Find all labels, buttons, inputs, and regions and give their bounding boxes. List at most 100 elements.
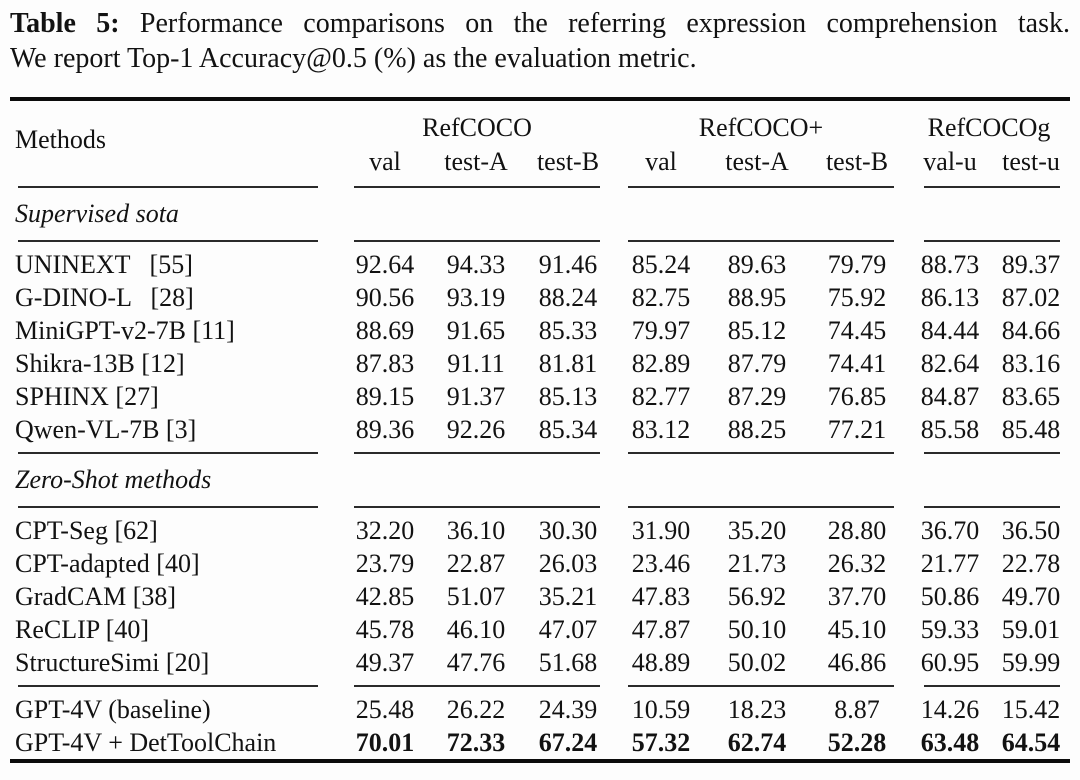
table-row: ReCLIP [40] 45.78 46.10 47.07 47.87 50.10 45.1…: [10, 613, 1070, 646]
metric-value: 87.83: [355, 348, 415, 378]
table-row: StructureSimi [20] 49.37 47.76 51.68 48.89 50…: [10, 646, 1070, 679]
metric-value: 85.34: [538, 414, 598, 444]
metric-value: 64.54: [1001, 727, 1061, 757]
metric-value: 59.33: [920, 614, 980, 644]
table-number-label: Table 5:: [10, 8, 120, 39]
metric-value: 70.01: [355, 727, 415, 757]
metric-value: 32.20: [355, 515, 415, 545]
metric-value: 72.33: [446, 727, 506, 757]
metric-value: 48.89: [631, 647, 691, 677]
metric-value: 28.80: [827, 515, 887, 545]
method-name: GPT-4V + DetToolChain: [15, 727, 277, 757]
partial-rule-row: [10, 679, 1070, 693]
rule-segment: [10, 180, 340, 194]
metric-value: 85.48: [1001, 414, 1061, 444]
metric-value: 59.99: [1001, 647, 1061, 677]
caption-text-line2: We report Top-1 Accuracy@0.5 (%) as the …: [10, 43, 697, 74]
metric-value: 62.74: [727, 727, 787, 757]
metric-value: 85.58: [920, 414, 980, 444]
metric-value: 14.26: [920, 694, 980, 724]
metric-value: 25.48: [355, 694, 415, 724]
rule-segment: [10, 234, 340, 248]
col-header-refcocop-testa: test-A: [725, 147, 789, 176]
metric-value: 88.73: [920, 249, 980, 279]
metric-value: 31.90: [631, 515, 691, 545]
metric-value: 24.39: [538, 694, 598, 724]
metric-value: 22.87: [446, 548, 506, 578]
col-header-refcocog-testu: test-u: [1002, 147, 1060, 176]
metric-value: 84.44: [920, 315, 980, 345]
rule-segment: [908, 500, 1070, 514]
col-header-refcoco-testb: test-B: [536, 147, 600, 176]
metric-value: 52.28: [827, 727, 887, 757]
partial-rule-row: [10, 234, 1070, 248]
metric-value: 45.78: [355, 614, 415, 644]
partial-rule-row: [10, 500, 1070, 514]
group-header-refcoco: RefCOCO: [422, 113, 532, 142]
metric-value: 47.07: [538, 614, 598, 644]
metric-value: 46.86: [827, 647, 887, 677]
table-body: Supervised sota UNINEXT [55] 92.64 94.33 91.…: [10, 180, 1070, 761]
metric-value: 93.19: [446, 282, 506, 312]
method-name: MiniGPT-v2-7B [11]: [15, 315, 235, 345]
caption-text-line1: Performance comparisons on the referring…: [139, 8, 1070, 39]
metric-value: 83.16: [1001, 348, 1061, 378]
metric-value: 42.85: [355, 581, 415, 611]
metric-value: 59.01: [1001, 614, 1061, 644]
metric-value: 89.15: [355, 381, 415, 411]
metric-value: 51.68: [538, 647, 598, 677]
metric-value: 82.89: [631, 348, 691, 378]
metric-value: 26.32: [827, 548, 887, 578]
metric-value: 50.02: [727, 647, 787, 677]
metric-value: 89.37: [1001, 249, 1061, 279]
rule-segment: [340, 679, 614, 693]
table-row: MiniGPT-v2-7B [11] 88.69 91.65 85.33 79.97 85…: [10, 314, 1070, 347]
method-name: ReCLIP [40]: [15, 614, 150, 644]
metric-value: 84.66: [1001, 315, 1061, 345]
metric-value: 10.59: [631, 694, 691, 724]
metric-value: 85.13: [538, 381, 598, 411]
rule-segment: [340, 446, 614, 460]
rule-segment: [340, 180, 614, 194]
metric-value: 83.65: [1001, 381, 1061, 411]
metric-value: 67.24: [538, 727, 598, 757]
table-caption: Table 5: Performance comparisons on the …: [10, 6, 1070, 76]
metric-value: 88.69: [355, 315, 415, 345]
group-header-refcoco-plus: RefCOCO+: [698, 113, 824, 142]
metric-value: 94.33: [446, 249, 506, 279]
metric-value: 47.83: [631, 581, 691, 611]
col-header-refcocop-testb: test-B: [825, 147, 889, 176]
metric-value: 26.22: [446, 694, 506, 724]
metric-value: 51.07: [446, 581, 506, 611]
metric-value: 84.87: [920, 381, 980, 411]
col-header-refcocog-valu: val-u: [923, 147, 977, 176]
metric-value: 83.12: [631, 414, 691, 444]
section-header-row: Supervised sota: [10, 194, 1070, 234]
metric-value: 91.11: [447, 348, 505, 378]
subcolumn-header-row: val test-A test-B val test-A test-B val-…: [10, 144, 1070, 180]
table-row: CPT-adapted [40] 23.79 22.87 26.03 23.46 21.7…: [10, 547, 1070, 580]
section-header-row: Zero-Shot methods: [10, 460, 1070, 500]
col-header-refcoco-testa: test-A: [444, 147, 508, 176]
metric-value: 36.10: [446, 515, 506, 545]
rule-segment: [614, 679, 908, 693]
rule-segment: [340, 234, 614, 248]
rule-segment: [10, 679, 340, 693]
metric-value: 35.21: [538, 581, 598, 611]
metric-value: 8.87: [834, 694, 880, 724]
table-row: UNINEXT [55] 92.64 94.33 91.46 85.24 89.63 79.…: [10, 248, 1070, 281]
table-row: G-DINO-L [28] 90.56 93.19 88.24 82.75 88.95 75…: [10, 281, 1070, 314]
col-header-refcocop-val: val: [645, 147, 677, 176]
rule-segment: [10, 500, 340, 514]
metric-value: 88.25: [727, 414, 787, 444]
rule-segment: [908, 446, 1070, 460]
table-row: Shikra-13B [12] 87.83 91.11 81.81 82.89 87.79…: [10, 347, 1070, 380]
method-name: StructureSimi [20]: [15, 647, 210, 677]
method-name: CPT-adapted [40]: [15, 548, 200, 578]
methods-column-header: Methods: [15, 125, 106, 154]
table-row: Qwen-VL-7B [3] 89.36 92.26 85.34 83.12 88.25 7…: [10, 413, 1070, 446]
metric-value: 82.75: [631, 282, 691, 312]
partial-rule-row: [10, 180, 1070, 194]
metric-value: 36.70: [920, 515, 980, 545]
